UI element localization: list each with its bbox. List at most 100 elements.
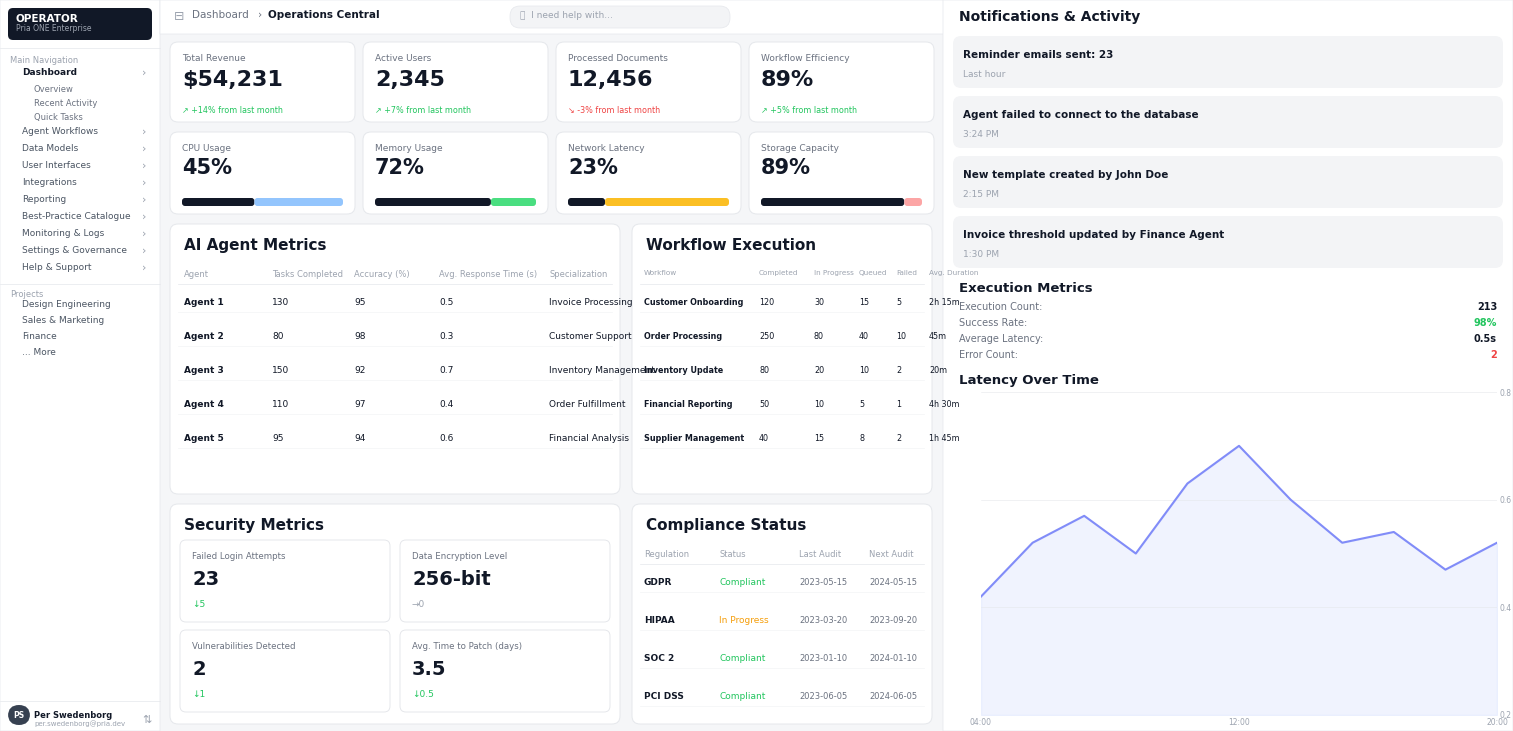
Text: Completed: Completed bbox=[760, 270, 799, 276]
Text: Data Models: Data Models bbox=[23, 144, 79, 153]
Text: Compliant: Compliant bbox=[719, 692, 766, 701]
Text: Average Latency:: Average Latency: bbox=[959, 334, 1044, 344]
Text: 0.3: 0.3 bbox=[439, 332, 454, 341]
Text: Processed Documents: Processed Documents bbox=[567, 54, 667, 63]
Text: 89%: 89% bbox=[761, 70, 814, 90]
Text: 1h 45m: 1h 45m bbox=[929, 434, 959, 443]
FancyBboxPatch shape bbox=[953, 96, 1502, 148]
Text: 4h 30m: 4h 30m bbox=[929, 400, 959, 409]
Text: 20m: 20m bbox=[929, 366, 947, 375]
Text: 45%: 45% bbox=[182, 158, 231, 178]
FancyBboxPatch shape bbox=[555, 132, 741, 214]
Text: 0.5s: 0.5s bbox=[1474, 334, 1496, 344]
FancyBboxPatch shape bbox=[182, 198, 254, 206]
Text: Notifications & Activity: Notifications & Activity bbox=[959, 10, 1141, 24]
Text: ↓1: ↓1 bbox=[192, 690, 206, 699]
Text: 5: 5 bbox=[896, 298, 902, 307]
Text: Invoice Processing: Invoice Processing bbox=[549, 298, 632, 307]
Text: New template created by John Doe: New template created by John Doe bbox=[962, 170, 1168, 180]
Text: Tasks Completed: Tasks Completed bbox=[272, 270, 343, 279]
Text: 80: 80 bbox=[760, 366, 769, 375]
Text: 🔍  I need help with...: 🔍 I need help with... bbox=[520, 11, 613, 20]
FancyBboxPatch shape bbox=[363, 132, 548, 214]
Text: Reminder emails sent: 23: Reminder emails sent: 23 bbox=[962, 50, 1114, 60]
Text: PS: PS bbox=[14, 711, 24, 720]
Text: 15: 15 bbox=[859, 298, 868, 307]
Text: 110: 110 bbox=[272, 400, 289, 409]
Text: Agent 4: Agent 4 bbox=[185, 400, 224, 409]
Text: Agent Workflows: Agent Workflows bbox=[23, 127, 98, 136]
Text: Quick Tasks: Quick Tasks bbox=[33, 113, 83, 122]
Text: Inventory Management: Inventory Management bbox=[549, 366, 655, 375]
Text: 130: 130 bbox=[272, 298, 289, 307]
Text: Failed Login Attempts: Failed Login Attempts bbox=[192, 552, 286, 561]
FancyBboxPatch shape bbox=[160, 0, 1513, 34]
Text: Last hour: Last hour bbox=[962, 70, 1005, 79]
FancyBboxPatch shape bbox=[632, 504, 932, 724]
Text: Last Audit: Last Audit bbox=[799, 550, 841, 559]
Text: 256-bit: 256-bit bbox=[412, 570, 490, 589]
Text: 72%: 72% bbox=[375, 158, 425, 178]
Text: 80: 80 bbox=[272, 332, 283, 341]
Text: ↓0.5: ↓0.5 bbox=[412, 690, 434, 699]
Text: 250: 250 bbox=[760, 332, 775, 341]
FancyBboxPatch shape bbox=[169, 224, 620, 494]
Text: 20: 20 bbox=[814, 366, 825, 375]
FancyBboxPatch shape bbox=[169, 42, 356, 122]
Text: 30: 30 bbox=[814, 298, 825, 307]
Text: Agent 3: Agent 3 bbox=[185, 366, 224, 375]
Text: Status: Status bbox=[719, 550, 746, 559]
Text: Operations Central: Operations Central bbox=[268, 10, 380, 20]
FancyBboxPatch shape bbox=[490, 198, 536, 206]
FancyBboxPatch shape bbox=[943, 0, 1513, 731]
Text: 213: 213 bbox=[1477, 302, 1496, 312]
Text: 2024-05-15: 2024-05-15 bbox=[868, 578, 917, 587]
Text: Settings & Governance: Settings & Governance bbox=[23, 246, 127, 255]
FancyBboxPatch shape bbox=[749, 42, 934, 122]
Text: 2024-06-05: 2024-06-05 bbox=[868, 692, 917, 701]
Text: PCI DSS: PCI DSS bbox=[645, 692, 684, 701]
Text: 97: 97 bbox=[354, 400, 366, 409]
Text: Accuracy (%): Accuracy (%) bbox=[354, 270, 410, 279]
Text: Pria ONE Enterprise: Pria ONE Enterprise bbox=[17, 24, 91, 33]
Text: 92: 92 bbox=[354, 366, 365, 375]
Text: ›: › bbox=[142, 195, 145, 205]
Text: 2h 15m: 2h 15m bbox=[929, 298, 959, 307]
Text: Workflow Efficiency: Workflow Efficiency bbox=[761, 54, 850, 63]
Text: 2,345: 2,345 bbox=[375, 70, 445, 90]
Text: 40: 40 bbox=[859, 332, 868, 341]
Text: SOC 2: SOC 2 bbox=[645, 654, 675, 663]
Text: ↓5: ↓5 bbox=[192, 600, 206, 609]
Text: 8: 8 bbox=[859, 434, 864, 443]
Text: Financial Reporting: Financial Reporting bbox=[645, 400, 732, 409]
Text: 10: 10 bbox=[896, 332, 906, 341]
FancyBboxPatch shape bbox=[953, 216, 1502, 268]
Text: ›: › bbox=[142, 263, 145, 273]
Text: 2023-06-05: 2023-06-05 bbox=[799, 692, 847, 701]
Text: User Interfaces: User Interfaces bbox=[23, 161, 91, 170]
Text: Sales & Marketing: Sales & Marketing bbox=[23, 316, 104, 325]
Text: Best-Practice Catalogue: Best-Practice Catalogue bbox=[23, 212, 130, 221]
Text: Financial Analysis: Financial Analysis bbox=[549, 434, 629, 443]
Text: 0.5: 0.5 bbox=[439, 298, 454, 307]
Text: Compliant: Compliant bbox=[719, 578, 766, 587]
Text: Monitoring & Logs: Monitoring & Logs bbox=[23, 229, 104, 238]
Text: Compliance Status: Compliance Status bbox=[646, 518, 806, 533]
Text: Agent 2: Agent 2 bbox=[185, 332, 224, 341]
Text: $54,231: $54,231 bbox=[182, 70, 283, 90]
FancyBboxPatch shape bbox=[169, 504, 620, 724]
Text: Execution Count:: Execution Count: bbox=[959, 302, 1042, 312]
Text: 2023-03-20: 2023-03-20 bbox=[799, 616, 847, 625]
Text: Integrations: Integrations bbox=[23, 178, 77, 187]
Text: Recent Activity: Recent Activity bbox=[33, 99, 97, 108]
Text: 2023-01-10: 2023-01-10 bbox=[799, 654, 847, 663]
Text: 23%: 23% bbox=[567, 158, 617, 178]
Text: ›: › bbox=[142, 127, 145, 137]
Text: 2:15 PM: 2:15 PM bbox=[962, 190, 999, 199]
Text: 95: 95 bbox=[272, 434, 283, 443]
Text: Design Engineering: Design Engineering bbox=[23, 300, 110, 309]
Text: 2: 2 bbox=[896, 434, 902, 443]
Text: 89%: 89% bbox=[761, 158, 811, 178]
Text: Workflow Execution: Workflow Execution bbox=[646, 238, 816, 253]
FancyBboxPatch shape bbox=[555, 42, 741, 122]
